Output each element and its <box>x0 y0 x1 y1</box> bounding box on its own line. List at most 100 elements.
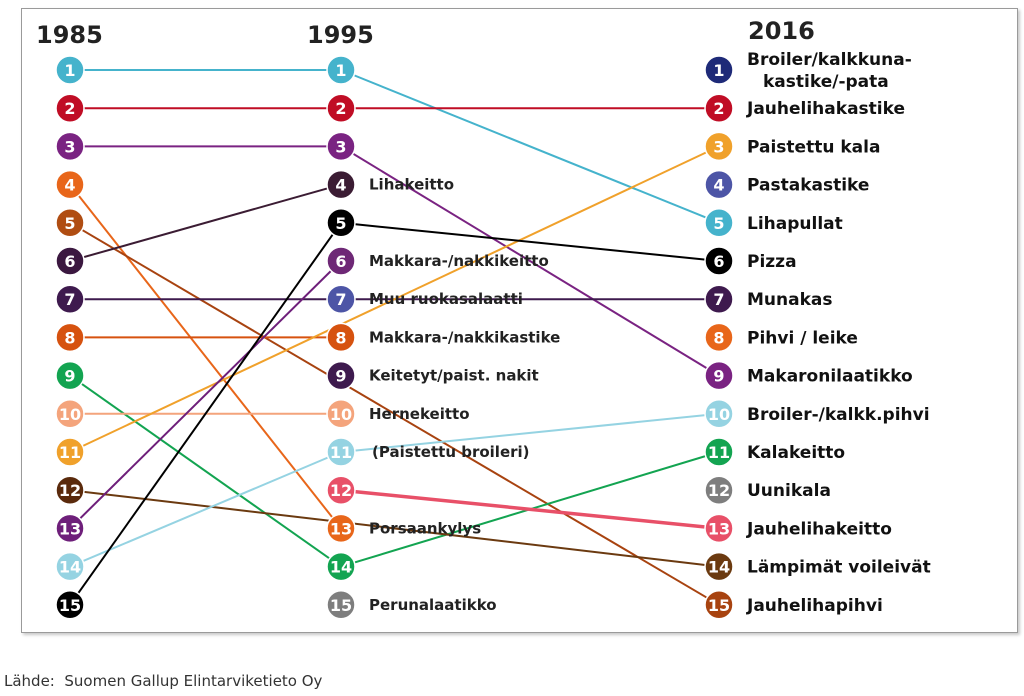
rank-1995-3-circle <box>326 131 356 162</box>
rank-1995-6-number: 6 <box>335 252 346 271</box>
rank-line-5-seg-1 <box>69 221 720 606</box>
rank-1995-4-number: 4 <box>335 176 346 195</box>
label-2016-item-0: Broiler/kalkkuna- <box>747 50 912 70</box>
rank-1995-2-number: 2 <box>335 99 346 118</box>
rank-2016-7-number: 7 <box>713 290 724 309</box>
label-2016-item-14: Lämpimät voileivät <box>747 558 931 578</box>
rank-2016-9-circle <box>704 360 734 391</box>
rank-2016-6-number: 6 <box>713 252 724 271</box>
rank-1985-1-number: 1 <box>64 61 75 80</box>
label-2016-item-6: Pizza <box>747 252 797 272</box>
rank-1985-13-circle <box>55 513 85 544</box>
rank-line-14-seg-2 <box>340 412 720 453</box>
rank-1995-2-circle <box>326 93 356 123</box>
rank-2016-1-circle <box>704 55 734 85</box>
label-2016-item-5: Lihapullat <box>747 214 843 234</box>
rank-line-14-seg-1 <box>69 451 342 568</box>
rank-1985-5-circle <box>55 208 85 238</box>
rank-1985-2-number: 2 <box>64 99 75 118</box>
rank-1985-2-circle <box>55 93 85 123</box>
rank-2016-15-number: 15 <box>708 596 730 615</box>
rank-1995-3-number: 3 <box>335 137 346 156</box>
rank-line-13-seg-1 <box>69 260 342 530</box>
label-1995-rank-4: Lihakeitto <box>369 176 454 194</box>
rank-1985-1-circle <box>55 55 85 85</box>
rank-1985-6-number: 6 <box>64 252 75 271</box>
rank-1985-10-circle <box>55 399 85 429</box>
label-2016-item-3: Paistettu kala <box>747 137 880 157</box>
year-1995-label: 1995 <box>307 21 374 49</box>
rank-1985-4-circle <box>55 169 85 200</box>
rank-1985-9-number: 9 <box>64 367 75 386</box>
label-1995-rank-9: Keitetyt/paist. nakit <box>369 367 539 385</box>
lines-layer <box>69 69 720 606</box>
rank-1985-7-circle <box>55 284 85 314</box>
rank-line-15-seg-1 <box>69 222 342 606</box>
label-2016-item-2: Jauhelihakastike <box>746 99 905 119</box>
rank-1985-5-number: 5 <box>64 214 75 233</box>
rank-line-1-seg-2 <box>340 69 720 224</box>
label-2016-item-4: Pastakastike <box>747 176 869 196</box>
rank-2016-7-circle <box>704 284 734 314</box>
rank-1995-12-number: 12 <box>330 481 352 500</box>
rank-1985-7-number: 7 <box>64 290 75 309</box>
rank-1995-10-circle <box>326 399 356 429</box>
chart-frame: 1 1 1 2 2 2 3 3 3 4 4 4 5 5 5 6 6 6 7 7 7 8 8 8 9 9 9 10 10 10 11 11 11 1… <box>21 8 1018 633</box>
rank-2016-5-number: 5 <box>713 214 724 233</box>
rank-line-9-seg-1 <box>69 374 342 568</box>
rank-2016-11-number: 11 <box>708 443 730 462</box>
rank-1995-5-number: 5 <box>335 214 346 233</box>
rank-1985-10-number: 10 <box>59 405 81 424</box>
rank-2016-14-circle <box>704 551 734 582</box>
label-2016-item-1: kastike/-pata <box>763 72 889 92</box>
rank-1985-15-circle <box>55 590 85 620</box>
rank-line-12-seg-1 <box>69 489 720 568</box>
label-1995-rank-10: Hernekeitto <box>369 405 470 423</box>
label-2016-item-7: Munakas <box>747 290 833 310</box>
label-2016-item-15: Jauhelihapihvi <box>746 596 883 616</box>
label-2016-item-9: Makaronilaatikko <box>747 367 913 387</box>
rank-line-15-seg-2 <box>340 221 720 262</box>
rank-1995-8-circle <box>326 322 356 353</box>
label-1995-rank-7: Muu ruokasalaatti <box>369 290 523 308</box>
rank-1995-12-circle <box>326 475 356 505</box>
year-2016-label: 2016 <box>748 17 815 45</box>
rank-1995-9-number: 9 <box>335 367 346 386</box>
rank-2016-8-number: 8 <box>713 328 724 347</box>
rank-1985-8-number: 8 <box>64 328 75 347</box>
label-2016-item-13: Jauhelihakeitto <box>746 519 892 539</box>
rank-1995-1-number: 1 <box>335 61 346 80</box>
rank-1995-14-circle <box>326 551 356 582</box>
label-1995-rank-15: Perunalaatikko <box>369 596 497 614</box>
label-1995-rank-8: Makkara-/nakkikastike <box>369 328 560 346</box>
rank-1985-14-circle <box>55 551 85 582</box>
rank-1995-5-circle <box>326 208 356 238</box>
rank-1985-8-circle <box>55 322 85 353</box>
rank-2016-15-circle <box>704 590 734 620</box>
rank-1985-4-number: 4 <box>64 176 75 195</box>
rank-1985-11-number: 11 <box>59 443 81 462</box>
rank-2016-1-number: 1 <box>713 61 724 80</box>
rank-1995-7-number: 7 <box>335 290 346 309</box>
label-2016-item-12: Uunikala <box>747 481 831 501</box>
rank-1985-11-circle <box>55 437 85 467</box>
rank-2016-4-circle <box>704 169 734 200</box>
label-1995-rank-6: Makkara-/nakkikeitto <box>369 252 549 270</box>
rank-2016-10-circle <box>704 399 734 429</box>
label-1995-rank-11: (Paistettu broileri) <box>372 443 530 461</box>
rank-1995-10-number: 10 <box>330 405 352 424</box>
rank-1995-8-number: 8 <box>335 328 346 347</box>
rank-1995-1-circle <box>326 55 356 85</box>
rank-2016-14-number: 14 <box>708 558 730 577</box>
rank-2016-5-circle <box>704 208 734 238</box>
rank-2016-13-circle <box>704 513 734 544</box>
label-2016-item-10: Broiler-/kalkk.pihvi <box>747 405 930 425</box>
rank-2016-12-number: 12 <box>708 481 730 500</box>
text-layer: 1 9 8 5 1995 2016 Lihakeitto Makkara-/nakkik… <box>36 17 931 616</box>
rank-1985-13-number: 13 <box>59 519 81 538</box>
rank-1995-13-circle <box>326 513 356 544</box>
rank-2016-2-circle <box>704 93 734 123</box>
rank-1995-14-number: 14 <box>330 558 352 577</box>
rank-1985-12-number: 12 <box>59 481 81 500</box>
